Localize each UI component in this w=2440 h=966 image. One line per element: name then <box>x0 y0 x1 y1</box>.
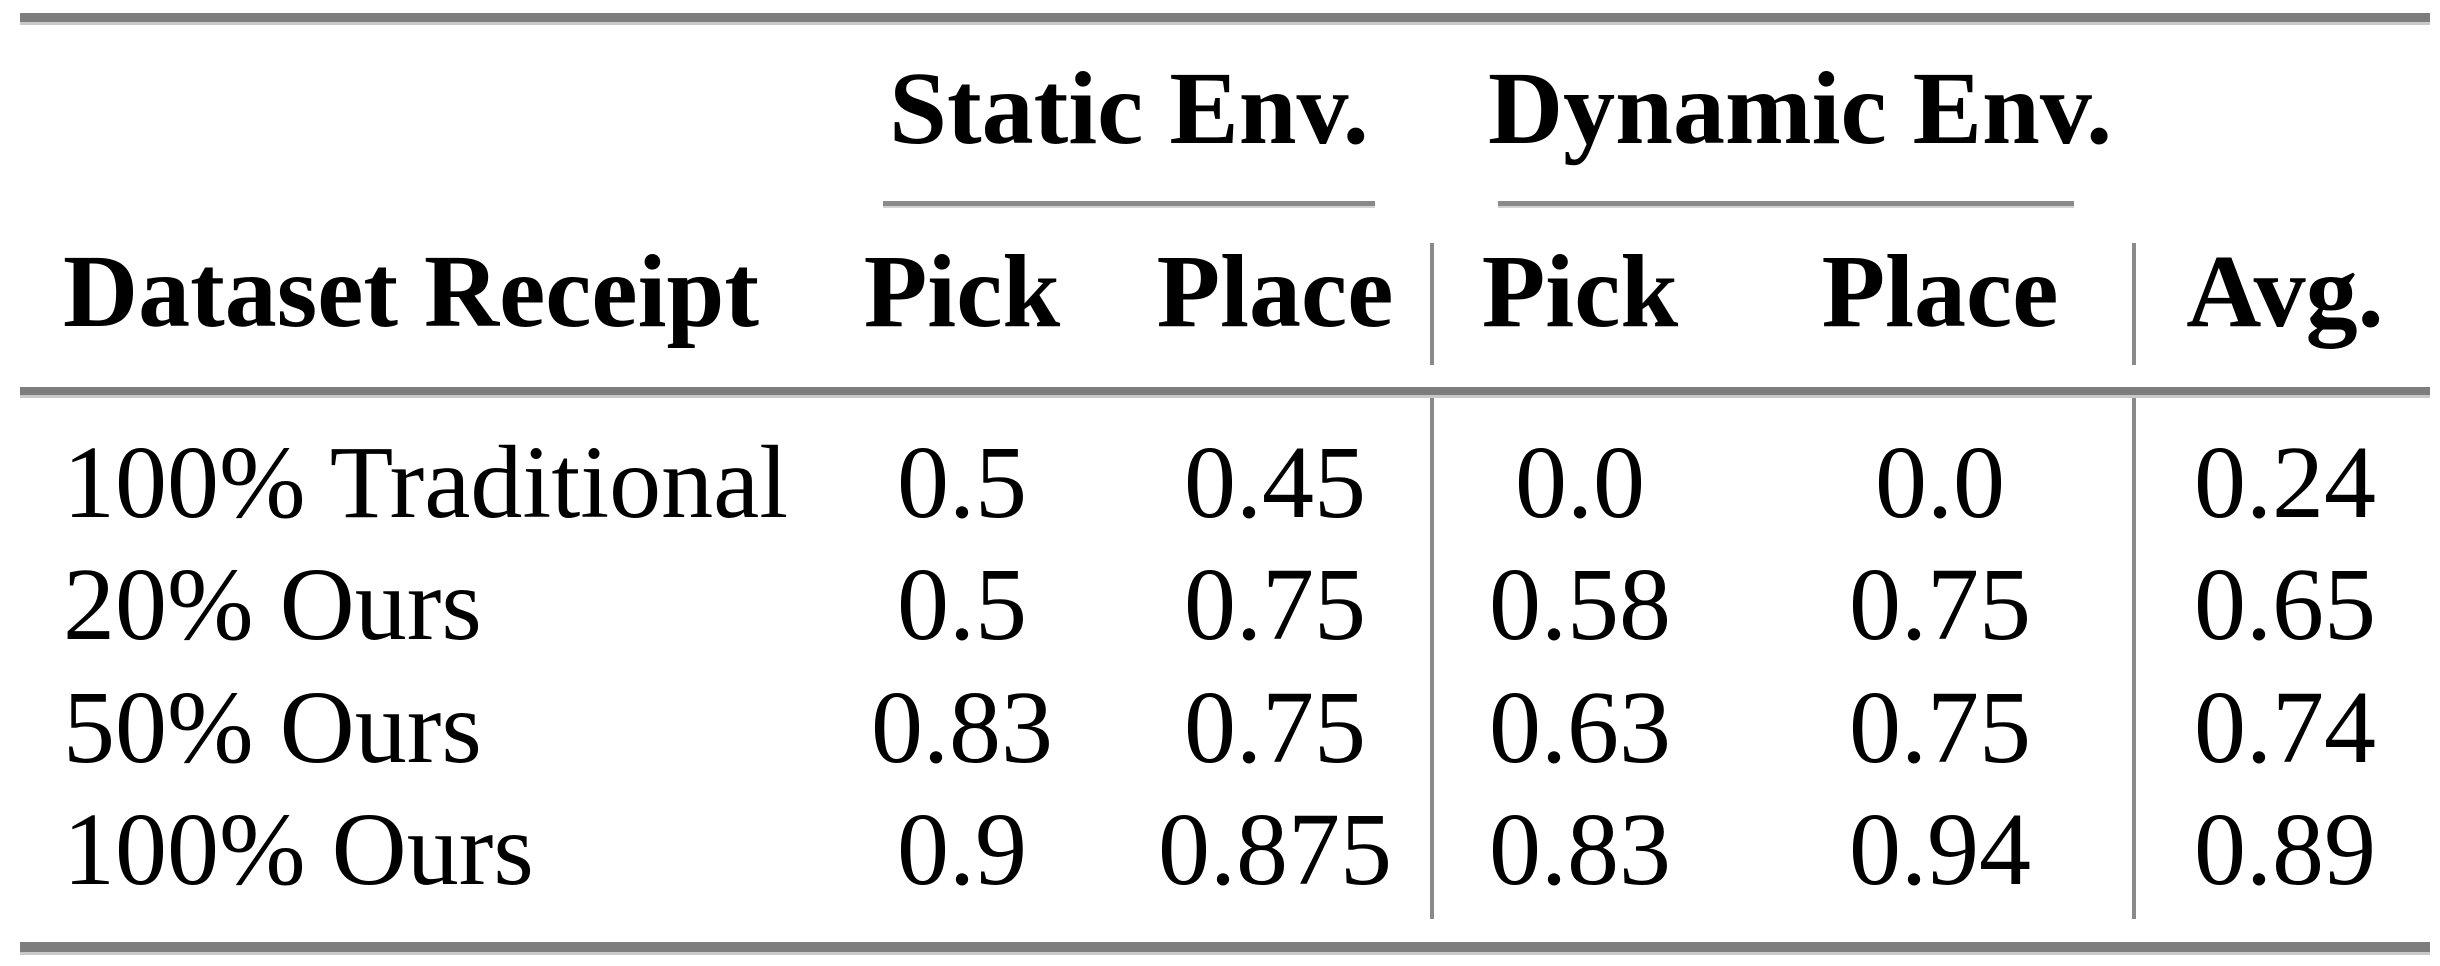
header-dataset-receipt: Dataset Receipt <box>63 234 759 349</box>
header-separator-static-dynamic <box>1430 243 1434 365</box>
cell-static-place: 0.45 <box>1184 425 1366 540</box>
table-bottom-rule <box>20 942 2430 952</box>
cell-static-pick: 0.5 <box>897 425 1027 540</box>
cell-avg: 0.24 <box>2194 425 2376 540</box>
cell-dynamic-place: 0.0 <box>1875 425 2005 540</box>
cell-dynamic-pick: 0.58 <box>1489 547 1671 662</box>
body-separator-dynamic-avg <box>2132 398 2136 919</box>
dynamic-env-cmidrule <box>1498 201 2074 206</box>
header-dynamic-pick: Pick <box>1481 234 1679 349</box>
header-static-pick: Pick <box>863 234 1061 349</box>
cell-avg: 0.74 <box>2194 670 2376 785</box>
cell-dynamic-place: 0.75 <box>1849 670 2031 785</box>
cell-dynamic-pick: 0.63 <box>1489 670 1671 785</box>
cell-static-place: 0.75 <box>1184 547 1366 662</box>
body-separator-static-dynamic <box>1430 398 1434 919</box>
row-label: 100% Traditional <box>63 425 789 540</box>
table-header-rule <box>20 387 2430 395</box>
row-label: 20% Ours <box>63 547 482 662</box>
table-top-rule <box>20 13 2430 22</box>
header-separator-dynamic-avg <box>2132 243 2136 365</box>
header-avg: Avg. <box>2186 234 2384 349</box>
cell-static-pick: 0.5 <box>897 547 1027 662</box>
cell-dynamic-pick: 0.83 <box>1489 792 1671 907</box>
static-env-cmidrule <box>883 201 1375 206</box>
row-label: 100% Ours <box>63 792 534 907</box>
cell-static-place: 0.75 <box>1184 670 1366 785</box>
header-dynamic-place: Place <box>1821 234 2059 349</box>
cell-dynamic-place: 0.94 <box>1849 792 2031 907</box>
cell-static-pick: 0.9 <box>897 792 1027 907</box>
header-static-place: Place <box>1156 234 1394 349</box>
cell-static-pick: 0.83 <box>871 670 1053 785</box>
cell-static-place: 0.875 <box>1158 792 1392 907</box>
cell-avg: 0.89 <box>2194 792 2376 907</box>
column-group-static-env-label: Static Env. <box>889 51 1369 166</box>
column-group-dynamic-env-label: Dynamic Env. <box>1488 51 2113 166</box>
row-label: 50% Ours <box>63 670 482 785</box>
cell-dynamic-place: 0.75 <box>1849 547 2031 662</box>
cell-avg: 0.65 <box>2194 547 2376 662</box>
cell-dynamic-pick: 0.0 <box>1515 425 1645 540</box>
